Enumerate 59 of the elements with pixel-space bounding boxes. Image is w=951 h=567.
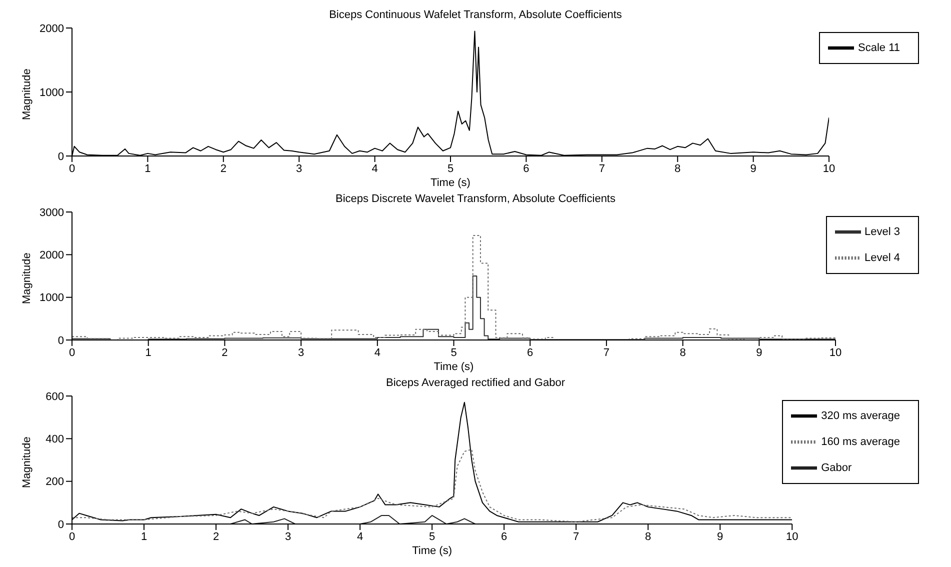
x-tick-label: 10 (829, 346, 842, 359)
x-axis-title: Time (s) (434, 361, 474, 373)
x-tick-label: 7 (598, 162, 605, 175)
chart-title: Biceps Continuous Wafelet Transform, Absolute Coefficients (328, 8, 623, 22)
x-tick-label: 8 (680, 346, 686, 359)
y-axis-title: Magnitude (20, 68, 33, 120)
y-tick-label: 0 (58, 150, 64, 163)
chart-title: Biceps Averaged rectified and Gabor (385, 376, 566, 390)
y-tick-label: 0 (58, 518, 64, 531)
x-tick-label: 6 (523, 162, 530, 175)
x-tick-label: 2 (212, 530, 220, 543)
x-tick-label: 9 (756, 346, 762, 359)
x-tick-label: 2 (222, 346, 228, 359)
x-tick-label: 6 (527, 346, 534, 359)
legend-label: Scale 11 (858, 42, 900, 54)
y-axis-title: Magnitude (20, 436, 33, 488)
x-tick-label: 0 (68, 530, 76, 543)
y-tick-label: 3000 (40, 206, 64, 219)
x-tick-label: 5 (428, 530, 436, 543)
x-tick-label: 1 (145, 346, 152, 359)
x-tick-label: 1 (144, 162, 151, 175)
x-tick-label: 2 (220, 162, 226, 175)
x-tick-label: 8 (645, 530, 652, 543)
x-tick-label: 1 (140, 530, 148, 543)
x-tick-label: 5 (450, 346, 457, 359)
y-tick-label: 400 (46, 434, 64, 446)
x-tick-label: 5 (447, 162, 454, 175)
x-axis-title: Time (s) (412, 545, 452, 557)
x-tick-label: 9 (750, 162, 756, 175)
y-tick-label: 2000 (40, 250, 64, 262)
x-tick-label: 0 (68, 162, 76, 175)
x-tick-label: 4 (372, 162, 378, 175)
y-tick-label: 1000 (40, 292, 64, 304)
y-tick-label: 600 (46, 390, 64, 403)
x-tick-label: 0 (68, 346, 76, 359)
legend-label: 320 ms average (821, 410, 900, 422)
x-tick-label: 3 (298, 346, 304, 359)
legend-label: Level 4 (864, 252, 900, 264)
x-tick-label: 4 (356, 530, 364, 543)
legend-label: Gabor (821, 462, 852, 474)
legend-label: Level 3 (864, 226, 900, 238)
x-tick-label: 7 (573, 530, 580, 543)
x-tick-label: 3 (296, 162, 302, 175)
x-tick-label: 9 (717, 530, 724, 543)
x-tick-label: 7 (603, 346, 610, 359)
chart-title: Biceps Discrete Wavelet Transform, Absolute Coefficients (334, 192, 616, 206)
x-axis-title: Time (s) (430, 177, 470, 189)
y-tick-label: 2000 (40, 22, 64, 35)
x-tick-label: 10 (786, 530, 798, 543)
legend-label: 160 ms average (821, 436, 900, 448)
y-axis-title: Magnitude (20, 252, 33, 304)
x-tick-label: 4 (374, 346, 380, 359)
x-tick-label: 3 (284, 530, 292, 543)
x-tick-label: 10 (822, 162, 836, 175)
x-tick-label: 6 (501, 530, 508, 543)
x-tick-label: 8 (674, 162, 681, 175)
y-tick-label: 1000 (40, 86, 64, 99)
y-tick-label: 200 (46, 476, 64, 488)
y-tick-label: 0 (58, 334, 64, 347)
